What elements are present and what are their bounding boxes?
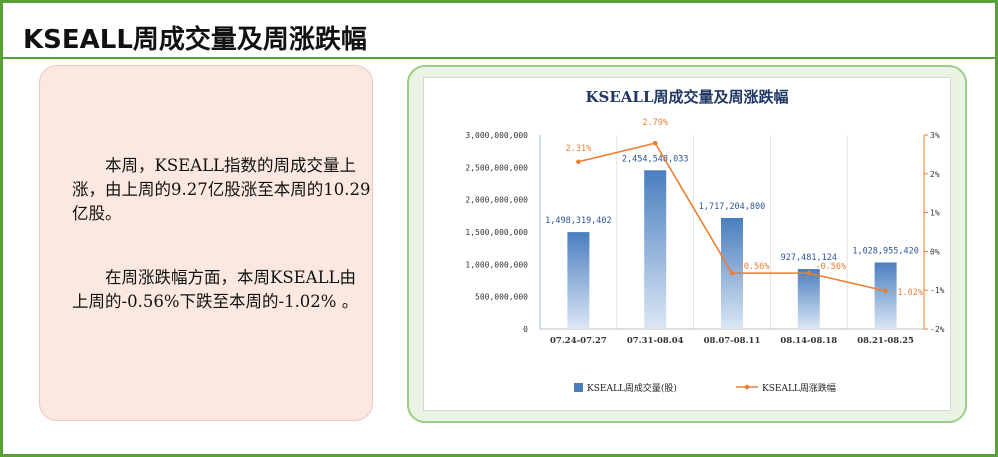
x-tick-label: 08.14-08.18 bbox=[780, 336, 837, 346]
left-tick-label: 3,000,000,000 bbox=[465, 131, 528, 140]
volume-bar bbox=[797, 269, 820, 329]
summary-paragraph-volume: 本周，KSEALL指数的周成交量上涨，由上周的9.27亿股涨至本周的10.29亿… bbox=[72, 156, 371, 223]
change-point bbox=[576, 159, 581, 165]
volume-bar bbox=[644, 170, 667, 329]
volume-bar-label: 927,481,124 bbox=[781, 253, 837, 263]
x-tick-label: 07.24-07.27 bbox=[550, 336, 607, 346]
volume-bar-label: 1,717,204,800 bbox=[699, 202, 766, 212]
left-tick-label: 2,500,000,000 bbox=[465, 163, 528, 172]
x-tick-label: 08.07-08.11 bbox=[704, 336, 761, 346]
summary-paragraph-change: 在周涨跌幅方面，本周KSEALL由上周的-0.56%下跌至本周的-1.02% 。 bbox=[72, 268, 359, 311]
volume-bar-label: 1,498,319,402 bbox=[545, 216, 612, 226]
summary-card: 本周，KSEALL指数的周成交量上涨，由上周的9.27亿股涨至本周的10.29亿… bbox=[39, 65, 373, 421]
legend-label-volume: KSEALL周成交量(股) bbox=[587, 382, 677, 394]
volume-bar bbox=[874, 262, 897, 329]
x-tick-label: 08.21-08.25 bbox=[857, 336, 914, 346]
legend-label-change: KSEALL周涨跌幅 bbox=[762, 382, 836, 394]
chart-title: KSEALL周成交量及周涨跌幅 bbox=[585, 88, 788, 106]
change-point-label: 2.31% bbox=[566, 144, 592, 154]
chart-card: KSEALL周成交量及周涨跌幅 0 500,000,000 1,000,000,000… bbox=[407, 65, 967, 423]
volume-bar bbox=[567, 232, 590, 329]
left-tick-label: 0 bbox=[523, 325, 528, 334]
change-point-label: 2.79% bbox=[642, 118, 668, 128]
legend-marker-change bbox=[744, 384, 750, 390]
title-divider bbox=[3, 57, 995, 59]
change-point bbox=[729, 270, 735, 276]
right-tick-label: 3% bbox=[930, 131, 940, 140]
right-tick-label: 2% bbox=[930, 170, 940, 179]
change-point-label: -0.56% bbox=[739, 262, 770, 272]
change-point-label: -0.56% bbox=[815, 262, 846, 272]
change-point bbox=[806, 270, 812, 276]
legend-swatch-volume bbox=[574, 383, 583, 392]
combo-chart: KSEALL周成交量及周涨跌幅 0 500,000,000 1,000,000,000… bbox=[465, 88, 945, 394]
chart-panel: KSEALL周成交量及周涨跌幅 0 500,000,000 1,000,000,000… bbox=[423, 77, 951, 411]
right-tick-label: 1% bbox=[930, 209, 940, 218]
change-point-label: -1.02% bbox=[892, 288, 923, 298]
change-point bbox=[883, 288, 888, 294]
right-tick-label: 0% bbox=[930, 247, 940, 256]
change-point bbox=[652, 140, 658, 146]
page-title: KSEALL周成交量及周涨跌幅 bbox=[23, 25, 367, 55]
left-tick-label: 500,000,000 bbox=[475, 293, 528, 302]
left-tick-label: 1,000,000,000 bbox=[465, 260, 528, 269]
left-tick-label: 1,500,000,000 bbox=[465, 228, 528, 237]
x-tick-label: 07.31-08.04 bbox=[627, 336, 684, 346]
volume-bar-label: 1,028,955,420 bbox=[852, 246, 919, 256]
right-tick-label: -1% bbox=[930, 286, 945, 295]
volume-bar-label: 2,454,548,033 bbox=[622, 154, 689, 164]
left-tick-label: 2,000,000,000 bbox=[465, 196, 528, 205]
right-tick-label: -2% bbox=[930, 325, 945, 334]
